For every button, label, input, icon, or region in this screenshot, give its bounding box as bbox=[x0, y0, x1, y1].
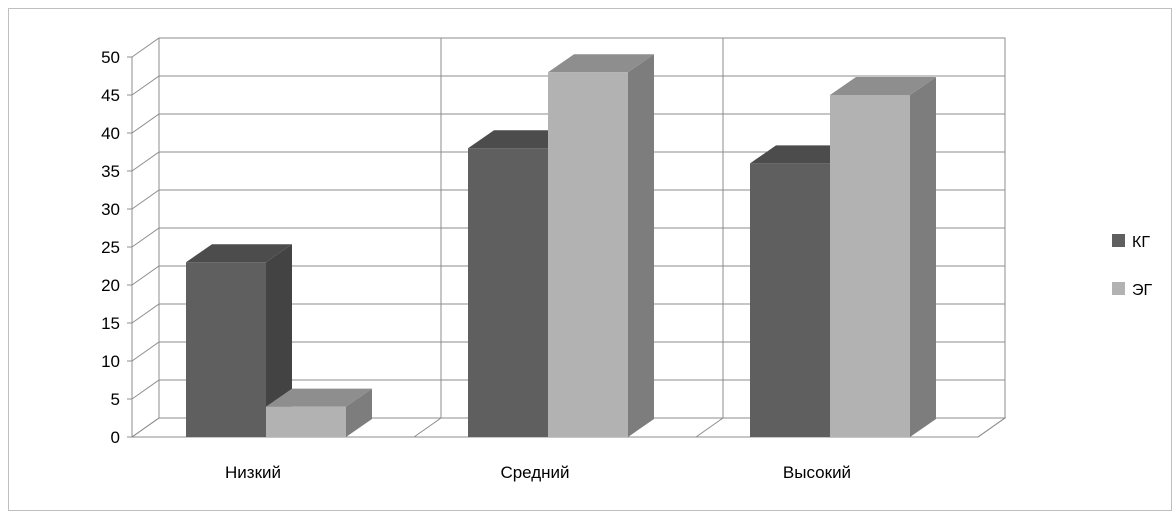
y-tick-label: 25 bbox=[101, 238, 120, 257]
gridlines bbox=[131, 37, 1006, 438]
y-tick-label: 20 bbox=[101, 276, 120, 295]
bar bbox=[266, 388, 372, 437]
bar-side bbox=[910, 77, 936, 437]
bar-side bbox=[266, 244, 292, 437]
bar-top bbox=[548, 54, 654, 73]
y-tick-label: 50 bbox=[101, 48, 120, 67]
bar-side bbox=[628, 54, 654, 437]
x-category-label: Низкий bbox=[225, 463, 281, 482]
y-tick-label: 40 bbox=[101, 124, 120, 143]
y-tick-label: 30 bbox=[101, 200, 120, 219]
bar bbox=[830, 77, 936, 437]
bar-top bbox=[186, 244, 292, 263]
floor-divider bbox=[695, 417, 724, 438]
y-tick-label: 35 bbox=[101, 162, 120, 181]
x-category-label: Высокий bbox=[783, 463, 851, 482]
x-category-label: Средний bbox=[500, 463, 569, 482]
bars bbox=[186, 54, 936, 437]
bar-front bbox=[750, 163, 830, 437]
x-axis-categories: Низкий Средний Высокий bbox=[225, 463, 851, 482]
bar-top bbox=[468, 130, 574, 149]
y-tick-label: 0 bbox=[111, 428, 120, 447]
floor-divider bbox=[131, 417, 160, 438]
legend-swatch bbox=[1112, 234, 1125, 247]
bar-side bbox=[346, 388, 372, 437]
legend-label: КГ bbox=[1132, 234, 1150, 251]
gridline bbox=[131, 37, 1005, 58]
bar-front bbox=[830, 95, 910, 437]
bar-front bbox=[468, 148, 548, 437]
legend-label: ЭГ bbox=[1132, 282, 1153, 299]
bar bbox=[186, 244, 292, 437]
bar bbox=[548, 54, 654, 437]
floor-divider bbox=[977, 417, 1006, 438]
y-tick-label: 10 bbox=[101, 352, 120, 371]
y-tick-label: 5 bbox=[111, 390, 120, 409]
legend: КГ ЭГ bbox=[1112, 234, 1153, 299]
bar-top bbox=[750, 145, 856, 164]
floor-divider bbox=[413, 417, 442, 438]
y-tick-label: 15 bbox=[101, 314, 120, 333]
bar-front bbox=[186, 262, 266, 437]
y-tick-label: 45 bbox=[101, 86, 120, 105]
bar-top bbox=[266, 388, 372, 407]
bar-front bbox=[266, 406, 346, 437]
legend-swatch bbox=[1112, 282, 1125, 295]
bar-top bbox=[830, 77, 936, 95]
bar-front bbox=[548, 72, 628, 437]
y-axis-ticks: 0 5 10 15 20 25 30 35 40 45 50 bbox=[101, 48, 132, 447]
